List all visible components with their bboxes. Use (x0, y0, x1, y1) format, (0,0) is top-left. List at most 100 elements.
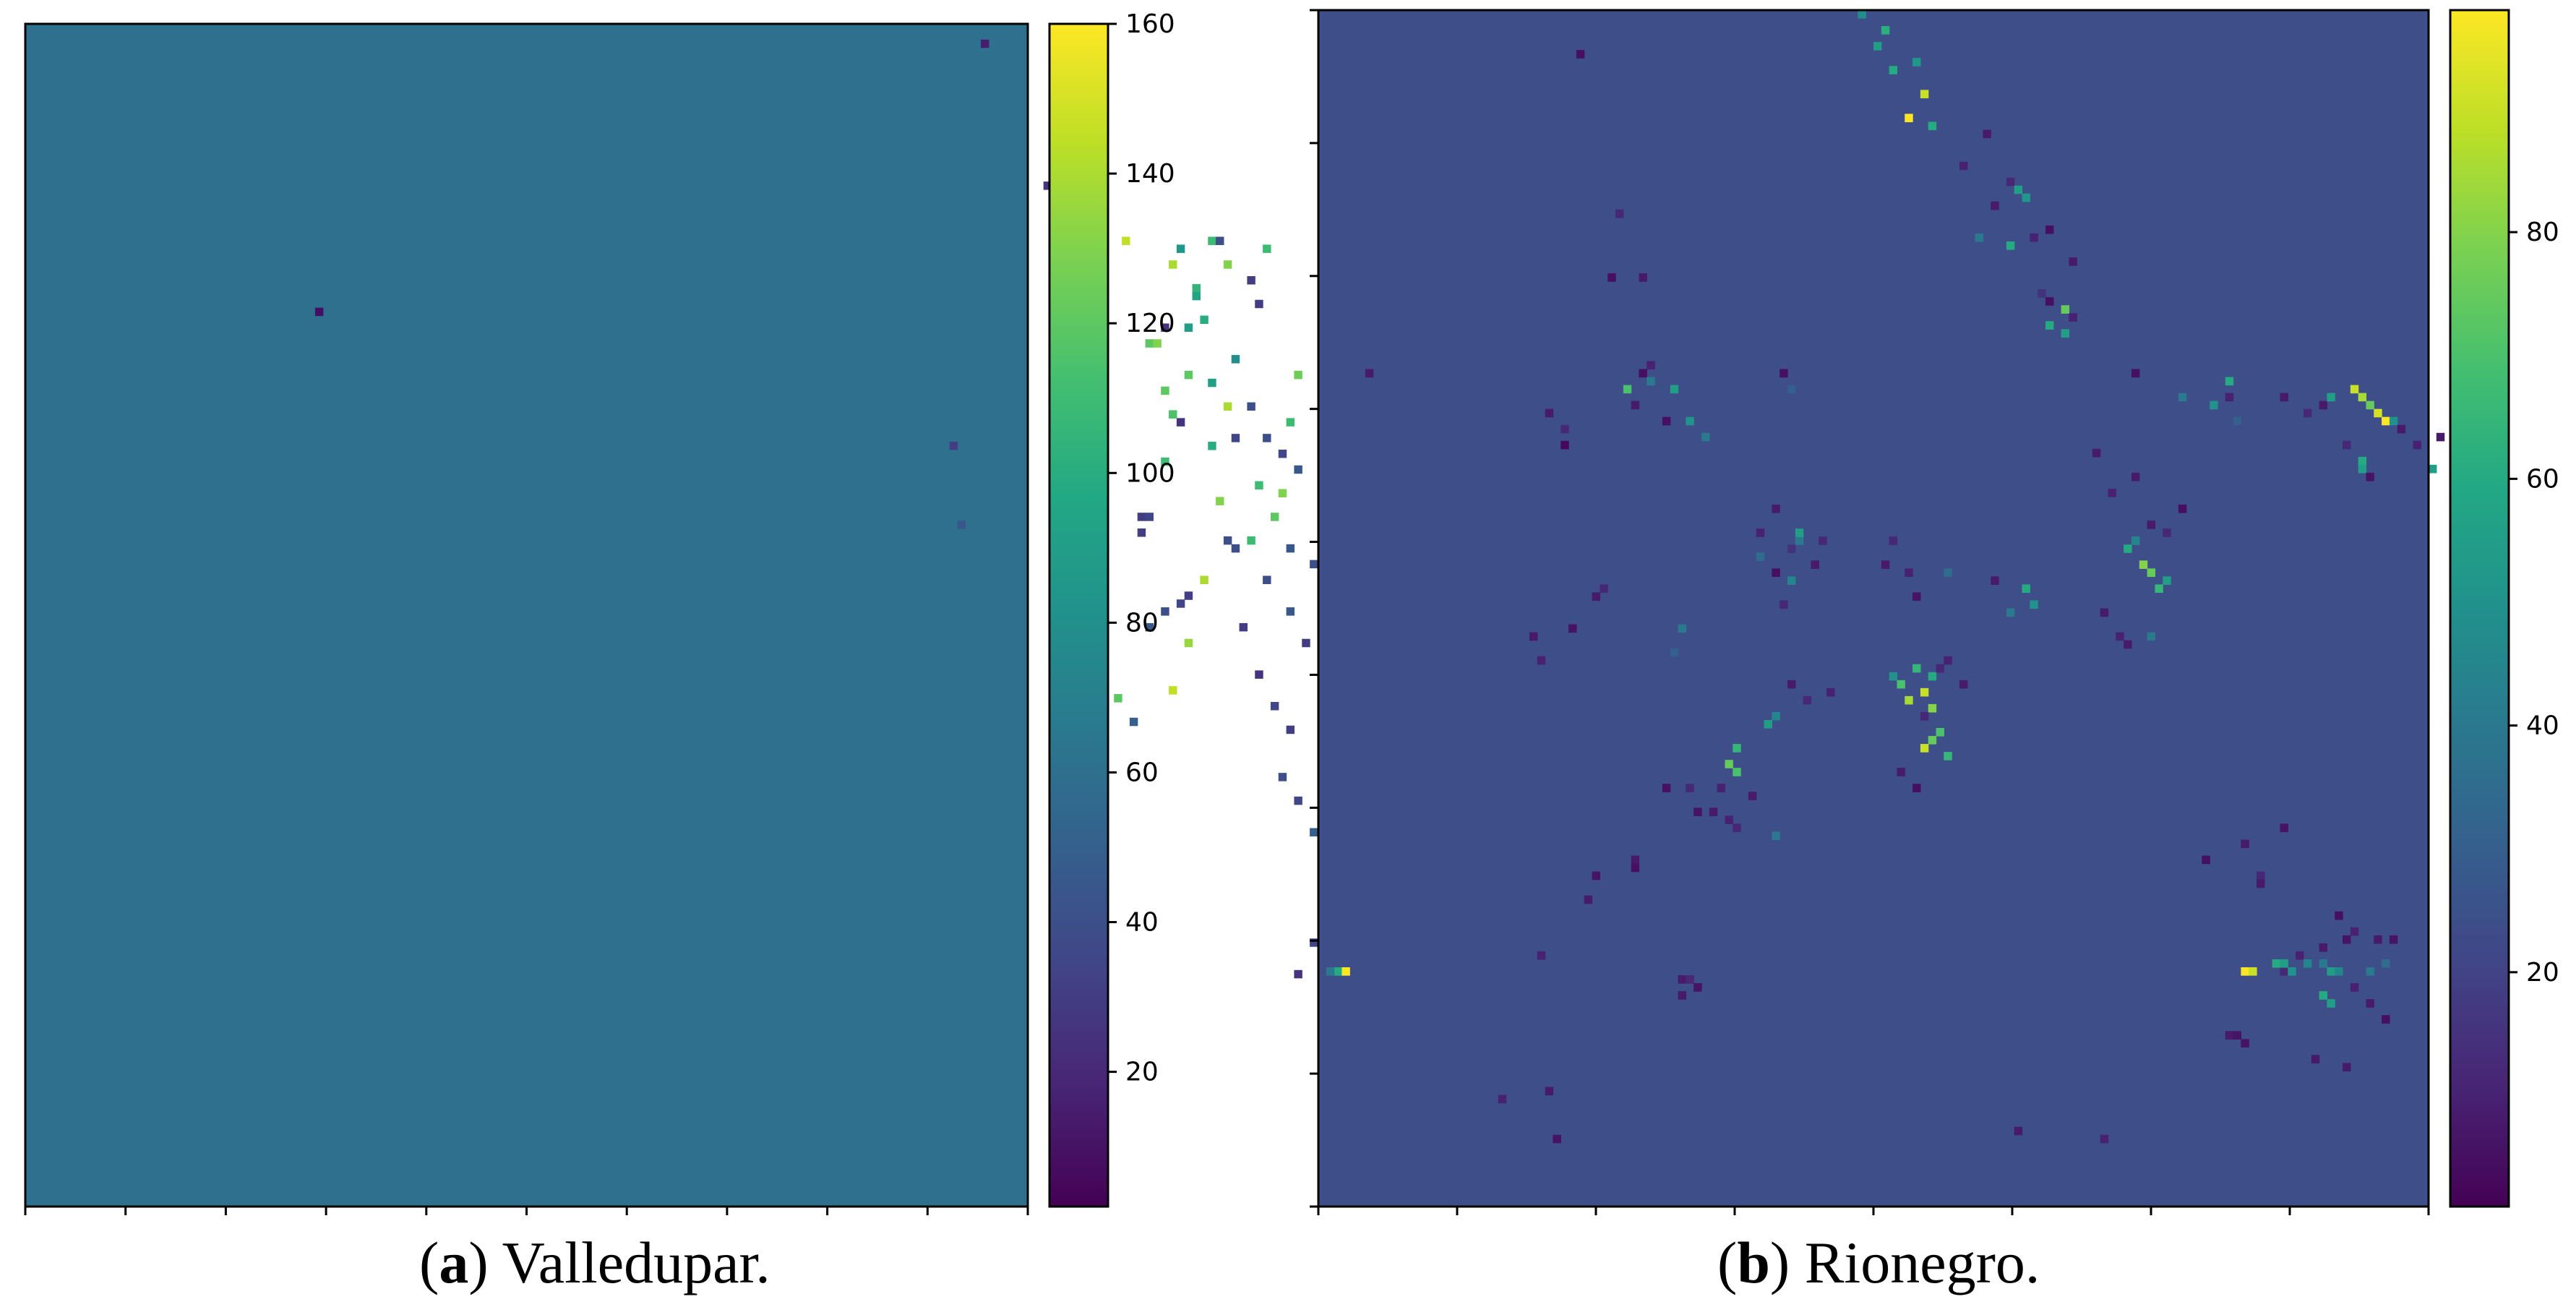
cell-b-45 (2178, 393, 2187, 402)
cell-a-23 (1231, 355, 1240, 364)
cell-b-70 (2131, 472, 2140, 481)
cell-b-6 (1920, 90, 1929, 98)
colorbar-b (2449, 9, 2510, 1208)
cell-b-48 (2225, 393, 2234, 402)
cell-b-63 (2389, 416, 2398, 426)
cell-b-172 (2374, 935, 2382, 944)
cell-a-35 (1145, 622, 1154, 632)
cell-b-119 (1944, 656, 1952, 665)
cell-a-12 (1153, 339, 1162, 348)
panel-a-valledupar: 20 40 60 80 100 120 140 160 (24, 9, 1820, 1215)
colorbar-a-tick-label-0: 20 (1125, 1058, 1159, 1087)
cell-b-179 (2202, 855, 2210, 865)
colorbar-a-tick-label-7: 160 (1125, 9, 1175, 39)
cell-b-112 (1897, 680, 1905, 689)
cell-a-73 (1294, 796, 1302, 805)
cell-a-187 (1247, 402, 1255, 411)
cell-b-28 (1607, 273, 1616, 282)
cell-a-24 (1169, 410, 1177, 419)
colorbar-b-tick-label-1: 40 (2526, 711, 2559, 741)
colorbar-a-tick-label-4: 100 (1125, 458, 1175, 488)
cell-b-191 (2319, 991, 2327, 1000)
caption-a-label: a (439, 1230, 469, 1295)
plot-b-y-ticks (1310, 9, 1318, 1208)
cell-a-49 (1184, 370, 1193, 380)
panel-b-rionegro: 20 40 60 80 (1310, 9, 2559, 1215)
cell-b-141 (1725, 815, 1733, 824)
cell-b-116 (1928, 703, 1937, 713)
cell-b-157 (1334, 967, 1343, 976)
cell-b-122 (1928, 736, 1937, 745)
cell-b-51 (2303, 408, 2312, 418)
cell-a-132 (1286, 725, 1295, 734)
cell-a-22 (1223, 260, 1232, 269)
cell-b-20 (2038, 289, 2046, 298)
colorbar-a-tick-label-2: 60 (1125, 758, 1159, 787)
caption-a: (a) Valledupar. (419, 1230, 770, 1295)
cell-b-93 (1756, 552, 1765, 561)
cell-b-128 (1826, 688, 1835, 697)
cell-b-91 (1795, 536, 1804, 545)
cell-b-90 (1787, 576, 1796, 585)
cell-a-186 (1294, 465, 1302, 474)
cell-b-142 (1733, 823, 1741, 833)
cell-b-111 (1889, 672, 1898, 681)
cell-a-184 (1263, 434, 1271, 442)
cell-b-181 (2249, 967, 2257, 976)
cell-b-182 (2272, 959, 2281, 968)
cell-a-72 (1278, 773, 1287, 781)
cell-a-17 (1184, 323, 1193, 332)
cell-b-75 (2131, 536, 2140, 545)
caption-b-label: b (1737, 1230, 1770, 1295)
plot-b-x-ticks (1317, 1207, 2430, 1215)
cell-b-76 (2139, 560, 2148, 569)
cell-b-166 (2233, 1031, 2241, 1040)
cell-b-96 (1537, 656, 1546, 665)
cell-b-44 (2131, 369, 2140, 378)
cell-b-83 (2147, 632, 2156, 641)
cell-b-183 (2280, 959, 2288, 968)
cell-b-92 (1795, 528, 1804, 537)
cell-b-184 (2288, 967, 2296, 976)
cell-b-169 (2319, 943, 2327, 952)
cell-a-128 (1263, 575, 1271, 584)
cell-b-15 (2030, 233, 2038, 242)
caption-a-text: Valledupar. (502, 1230, 770, 1295)
cell-b-89 (1772, 568, 1780, 577)
cell-a-47 (1247, 536, 1255, 545)
cell-a-192 (1310, 560, 1318, 569)
cell-b-84 (1772, 505, 1780, 513)
cell-b-78 (2155, 584, 2163, 594)
cell-b-193 (2350, 983, 2359, 992)
cell-b-22 (2061, 305, 2070, 314)
cell-b-74 (2124, 544, 2132, 553)
colorbar-a-tick-label-5: 120 (1125, 309, 1175, 338)
cell-a-53 (1294, 370, 1302, 380)
cell-b-7 (1905, 113, 1913, 123)
cell-a-34 (1161, 607, 1169, 616)
cell-b-38 (1701, 432, 1710, 442)
cell-b-120 (1959, 680, 1968, 689)
cell-b-160 (2225, 1031, 2234, 1040)
colorbar-a-ticks: 20 40 60 80 100 120 140 160 (1108, 9, 1175, 1087)
cell-b-186 (2319, 959, 2327, 968)
plot-a-background (25, 24, 1028, 1207)
cell-b-58 (2382, 416, 2390, 426)
cell-b-57 (2374, 408, 2382, 418)
cell-b-26 (1365, 369, 1374, 378)
cell-b-94 (1779, 600, 1788, 609)
cell-b-133 (1725, 760, 1733, 768)
cell-b-109 (2030, 600, 2038, 609)
cell-b-81 (2116, 632, 2124, 641)
cell-b-168 (2296, 951, 2304, 960)
cell-b-100 (1678, 624, 1686, 633)
cell-b-2 (1873, 42, 1882, 51)
cell-b-71 (2147, 521, 2156, 529)
cell-b-54 (2350, 385, 2359, 394)
cell-b-127 (1912, 784, 1921, 792)
cell-b-32 (1623, 385, 1632, 394)
cell-b-124 (1944, 752, 1952, 761)
cell-a-185 (1278, 449, 1287, 458)
cell-b-72 (2163, 528, 2171, 537)
